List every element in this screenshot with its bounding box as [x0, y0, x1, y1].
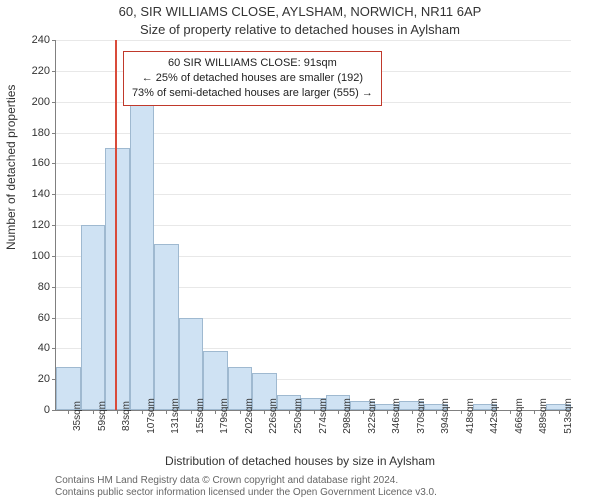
ytick-mark	[52, 40, 56, 41]
histogram-bar	[105, 148, 130, 410]
xtick-mark	[240, 410, 241, 414]
ytick-mark	[52, 410, 56, 411]
ytick-label: 180	[32, 127, 50, 139]
xtick-label: 466sqm	[514, 398, 525, 434]
xtick-mark	[338, 410, 339, 414]
info-line: 60 SIR WILLIAMS CLOSE: 91sqm	[132, 56, 373, 71]
ytick-mark	[52, 348, 56, 349]
ytick-label: 40	[38, 342, 50, 354]
footer-line-1: Contains HM Land Registry data © Crown c…	[55, 475, 398, 486]
xtick-label: 513sqm	[563, 398, 574, 434]
xtick-mark	[314, 410, 315, 414]
ytick-mark	[52, 194, 56, 195]
xtick-mark	[534, 410, 535, 414]
ytick-label: 0	[44, 404, 50, 416]
ytick-mark	[52, 287, 56, 288]
ytick-label: 80	[38, 281, 50, 293]
chart-title: Size of property relative to detached ho…	[0, 22, 600, 37]
reference-line	[115, 40, 117, 410]
xtick-label: 394sqm	[440, 398, 451, 434]
xtick-mark	[363, 410, 364, 414]
ytick-mark	[52, 318, 56, 319]
xtick-mark	[485, 410, 486, 414]
ytick-mark	[52, 225, 56, 226]
xtick-mark	[412, 410, 413, 414]
xtick-label: 442sqm	[489, 398, 500, 434]
ytick-label: 100	[32, 250, 50, 262]
ytick-label: 20	[38, 373, 50, 385]
xtick-mark	[461, 410, 462, 414]
ytick-label: 160	[32, 157, 50, 169]
info-box: 60 SIR WILLIAMS CLOSE: 91sqm← 25% of det…	[123, 51, 382, 106]
xtick-mark	[436, 410, 437, 414]
xtick-mark	[68, 410, 69, 414]
xtick-mark	[264, 410, 265, 414]
ytick-label: 240	[32, 34, 50, 46]
ytick-label: 140	[32, 188, 50, 200]
info-line: ← 25% of detached houses are smaller (19…	[132, 71, 373, 86]
xtick-mark	[289, 410, 290, 414]
xtick-mark	[510, 410, 511, 414]
footer-line-2: Contains public sector information licen…	[55, 487, 437, 498]
chart-supertitle: 60, SIR WILLIAMS CLOSE, AYLSHAM, NORWICH…	[0, 4, 600, 19]
histogram-bar	[81, 225, 106, 410]
ytick-mark	[52, 133, 56, 134]
xtick-mark	[117, 410, 118, 414]
ytick-mark	[52, 102, 56, 103]
histogram-bar	[179, 318, 204, 411]
ytick-mark	[52, 163, 56, 164]
ytick-mark	[52, 256, 56, 257]
ytick-label: 120	[32, 219, 50, 231]
xtick-mark	[559, 410, 560, 414]
xtick-mark	[93, 410, 94, 414]
xtick-mark	[387, 410, 388, 414]
chart-container: 60, SIR WILLIAMS CLOSE, AYLSHAM, NORWICH…	[0, 0, 600, 500]
ytick-mark	[52, 71, 56, 72]
xtick-mark	[142, 410, 143, 414]
x-axis-label: Distribution of detached houses by size …	[0, 454, 600, 468]
ytick-label: 200	[32, 96, 50, 108]
histogram-bar	[130, 105, 155, 410]
histogram-bar	[154, 244, 179, 411]
xtick-mark	[215, 410, 216, 414]
ytick-label: 60	[38, 312, 50, 324]
grid-line	[56, 40, 571, 41]
plot-area: 02040608010012014016018020022024035sqm59…	[55, 40, 571, 411]
xtick-mark	[191, 410, 192, 414]
info-line: 73% of semi-detached houses are larger (…	[132, 86, 373, 101]
xtick-mark	[166, 410, 167, 414]
ytick-label: 220	[32, 65, 50, 77]
y-axis-label: Number of detached properties	[4, 85, 18, 250]
